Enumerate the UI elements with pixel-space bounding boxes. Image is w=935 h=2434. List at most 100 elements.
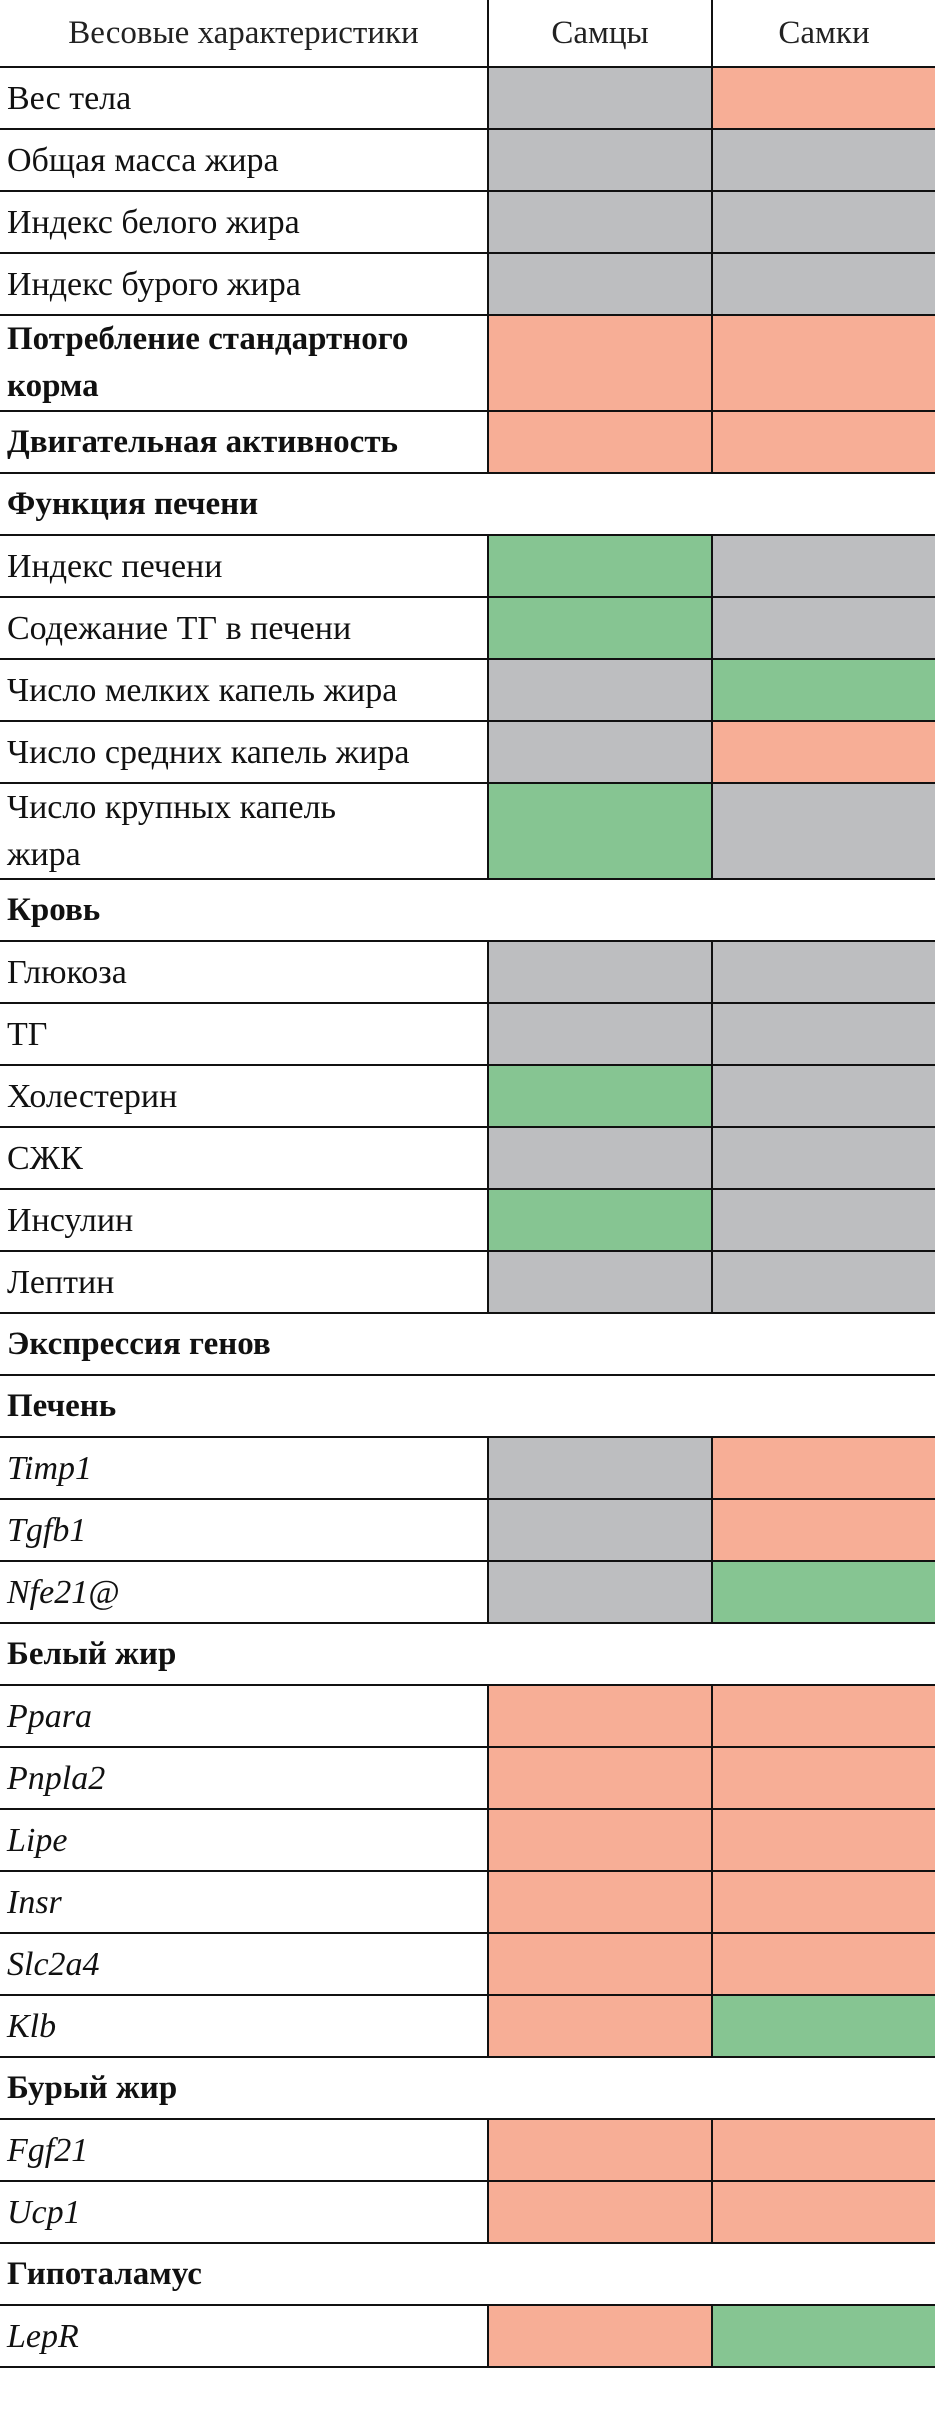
color-cell — [711, 1251, 935, 1314]
color-cell — [711, 1437, 935, 1500]
section-row: Гипоталамус — [0, 2243, 935, 2306]
row: Slc2a4 — [0, 1933, 935, 1996]
row: Число средних капель жира — [0, 721, 935, 784]
color-cell — [487, 315, 712, 412]
color-cell — [487, 253, 712, 316]
color-cell — [487, 1995, 712, 2058]
row-label: Ucp1 — [0, 2181, 488, 2244]
color-cell — [711, 721, 935, 784]
color-cell — [487, 1871, 712, 1934]
color-cell — [487, 1561, 712, 1624]
table-body: Вес тела Общая масса жира Индекс белого жи… — [0, 67, 935, 2368]
color-cell — [711, 1561, 935, 1624]
section-row: Бурый жир — [0, 2057, 935, 2120]
row: Fgf21 — [0, 2119, 935, 2182]
row: ТГ — [0, 1003, 935, 1066]
color-cell — [711, 1809, 935, 1872]
row: Индекс печени — [0, 535, 935, 598]
row: Общая масса жира — [0, 129, 935, 192]
color-cell — [487, 1437, 712, 1500]
row-label: Индекс бурого жира — [0, 253, 488, 316]
row-label: Индекс белого жира — [0, 191, 488, 254]
section-row: Кровь — [0, 879, 935, 942]
color-cell — [711, 1685, 935, 1748]
row: Timp1 — [0, 1437, 935, 1500]
row-label: Бурый жир — [0, 2057, 935, 2120]
color-cell — [711, 129, 935, 192]
color-cell — [487, 1809, 712, 1872]
row-label: Двигательная активность — [0, 411, 488, 474]
color-cell — [487, 535, 712, 598]
color-cell — [487, 1685, 712, 1748]
row-label: Лептин — [0, 1251, 488, 1314]
color-cell — [487, 1127, 712, 1190]
color-cell — [487, 67, 712, 130]
color-cell — [711, 1871, 935, 1934]
color-cell — [487, 2119, 712, 2182]
color-cell — [487, 1499, 712, 1562]
color-cell — [487, 1065, 712, 1128]
color-cell — [711, 411, 935, 474]
row-label: Общая масса жира — [0, 129, 488, 192]
color-cell — [711, 1933, 935, 1996]
color-cell — [711, 597, 935, 660]
row: Insr — [0, 1871, 935, 1934]
header-row: Весовые характеристики Самцы Самки — [0, 0, 935, 68]
color-cell — [487, 1251, 712, 1314]
color-cell — [487, 411, 712, 474]
color-cell — [711, 2181, 935, 2244]
header-cell: Самки — [711, 0, 935, 68]
color-cell — [487, 1747, 712, 1810]
color-cell — [711, 783, 935, 880]
table: Весовые характеристики Самцы Самки Вес тел… — [0, 0, 935, 2368]
row-label: Индекс печени — [0, 535, 488, 598]
row-label: Печень — [0, 1375, 935, 1438]
color-cell — [711, 191, 935, 254]
row-label: Белый жир — [0, 1623, 935, 1686]
color-cell — [487, 941, 712, 1004]
row-label: Nfe21@ — [0, 1561, 488, 1624]
color-cell — [711, 67, 935, 130]
row-label: Insr — [0, 1871, 488, 1934]
color-cell — [487, 191, 712, 254]
row-label: LepR — [0, 2305, 488, 2368]
row-label: Slc2a4 — [0, 1933, 488, 1996]
row: Pnpla2 — [0, 1747, 935, 1810]
row: Ppara — [0, 1685, 935, 1748]
row-label: Число средних капель жира — [0, 721, 488, 784]
row: LepR — [0, 2305, 935, 2368]
color-cell — [487, 1003, 712, 1066]
row-label: Tgfb1 — [0, 1499, 488, 1562]
color-cell — [487, 783, 712, 880]
color-cell — [487, 1189, 712, 1252]
row-label: Вес тела — [0, 67, 488, 130]
color-cell — [487, 129, 712, 192]
row-label: Гипоталамус — [0, 2243, 935, 2306]
row-label: СЖК — [0, 1127, 488, 1190]
color-cell — [711, 1995, 935, 2058]
row-label: Содежание ТГ в печени — [0, 597, 488, 660]
row: Tgfb1 — [0, 1499, 935, 1562]
row: Lipe — [0, 1809, 935, 1872]
row: Вес тела — [0, 67, 935, 130]
row: Индекс белого жира — [0, 191, 935, 254]
color-cell — [487, 659, 712, 722]
row-label: Ppara — [0, 1685, 488, 1748]
row: Двигательная активность — [0, 411, 935, 474]
color-cell — [711, 315, 935, 412]
row: СЖК — [0, 1127, 935, 1190]
color-cell — [487, 721, 712, 784]
section-row: Функция печени — [0, 473, 935, 536]
color-cell — [711, 2119, 935, 2182]
color-cell — [711, 1127, 935, 1190]
color-cell — [711, 253, 935, 316]
row: Глюкоза — [0, 941, 935, 1004]
row: Индекс бурого жира — [0, 253, 935, 316]
color-cell — [711, 2305, 935, 2368]
color-cell — [711, 1189, 935, 1252]
section-row: Экспрессия генов — [0, 1313, 935, 1376]
section-row: Печень — [0, 1375, 935, 1438]
row: Ucp1 — [0, 2181, 935, 2244]
row: Klb — [0, 1995, 935, 2058]
